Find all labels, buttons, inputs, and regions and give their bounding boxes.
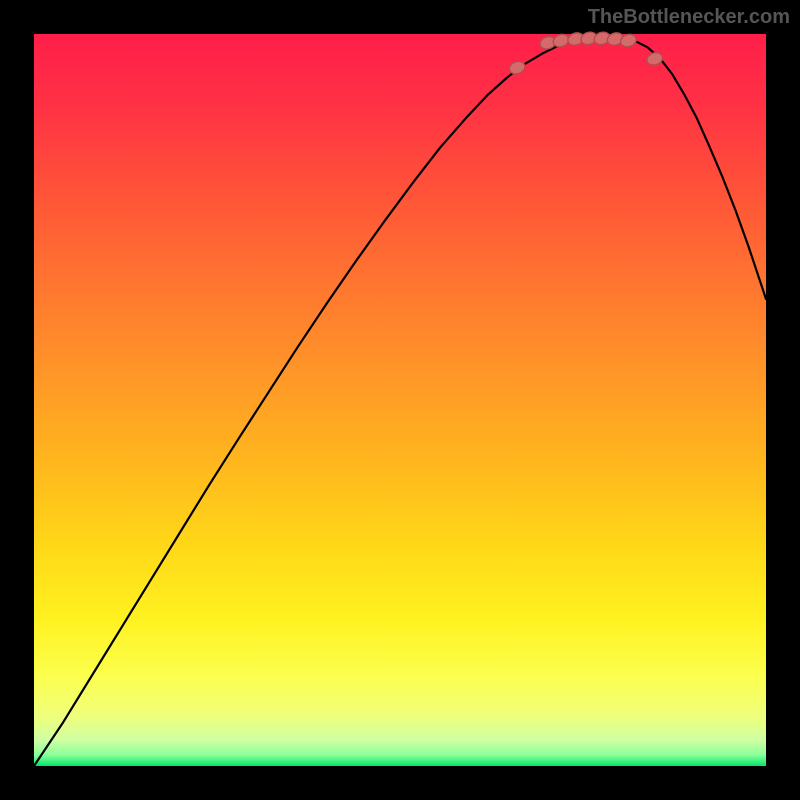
chart-container: TheBottlenecker.com [0,0,800,800]
watermark-text: TheBottlenecker.com [588,6,790,29]
plot-area [34,34,766,766]
chart-svg [0,0,800,800]
